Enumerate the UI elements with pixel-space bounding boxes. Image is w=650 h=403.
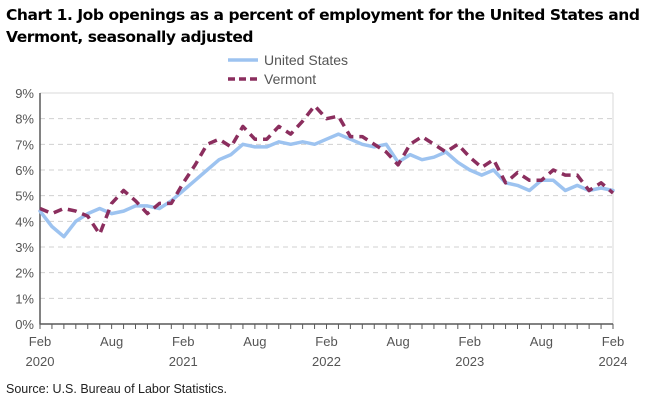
x-tick-label-year: 2024 <box>599 354 628 369</box>
gridlines <box>40 92 614 324</box>
x-tick-label-month: Feb <box>459 334 481 349</box>
y-tick-label: 9% <box>15 86 34 101</box>
y-tick-label: 0% <box>15 317 34 332</box>
y-axis-tick-labels: 0% 1% 2% 3% 4% 5% 6% 7% 8% 9% <box>15 86 34 332</box>
y-tick-label: 3% <box>15 240 34 255</box>
x-tick-label-year: 2023 <box>455 354 484 369</box>
x-tick-label-month: Feb <box>602 334 624 349</box>
legend: United States Vermont <box>228 52 348 87</box>
y-tick-label: 1% <box>15 291 34 306</box>
legend-label: United States <box>264 52 348 68</box>
y-tick-label: 7% <box>15 137 34 152</box>
x-tick-label-month: Aug <box>387 334 410 349</box>
legend-label: Vermont <box>264 71 316 87</box>
series-lines <box>38 104 615 239</box>
x-axis: Feb 2020 Aug Feb 2021 Aug Feb 2022 Aug Feb 2023 Aug… <box>26 93 628 369</box>
y-tick-label: 8% <box>15 112 34 127</box>
x-tick-label-year: 2022 <box>312 354 341 369</box>
x-tick-label-year: 2021 <box>169 354 198 369</box>
y-tick-label: 6% <box>15 163 34 178</box>
x-tick-label-month: Aug <box>243 334 266 349</box>
series-line-vermont <box>39 104 615 236</box>
x-tick-label-year: 2020 <box>26 354 55 369</box>
source-note: Source: U.S. Bureau of Labor Statistics. <box>6 382 227 396</box>
x-tick-label-month: Aug <box>100 334 123 349</box>
x-tick-label-month: Feb <box>29 334 51 349</box>
y-tick-label: 4% <box>15 214 34 229</box>
x-tick-label-month: Aug <box>530 334 553 349</box>
series-line-united-states <box>38 132 615 239</box>
y-tick-label: 2% <box>15 266 34 281</box>
x-tick-label-month: Feb <box>172 334 194 349</box>
x-tick-label-month: Feb <box>315 334 337 349</box>
y-tick-label: 5% <box>15 189 34 204</box>
chart-title: Chart 1. Job openings as a percent of em… <box>6 6 640 46</box>
